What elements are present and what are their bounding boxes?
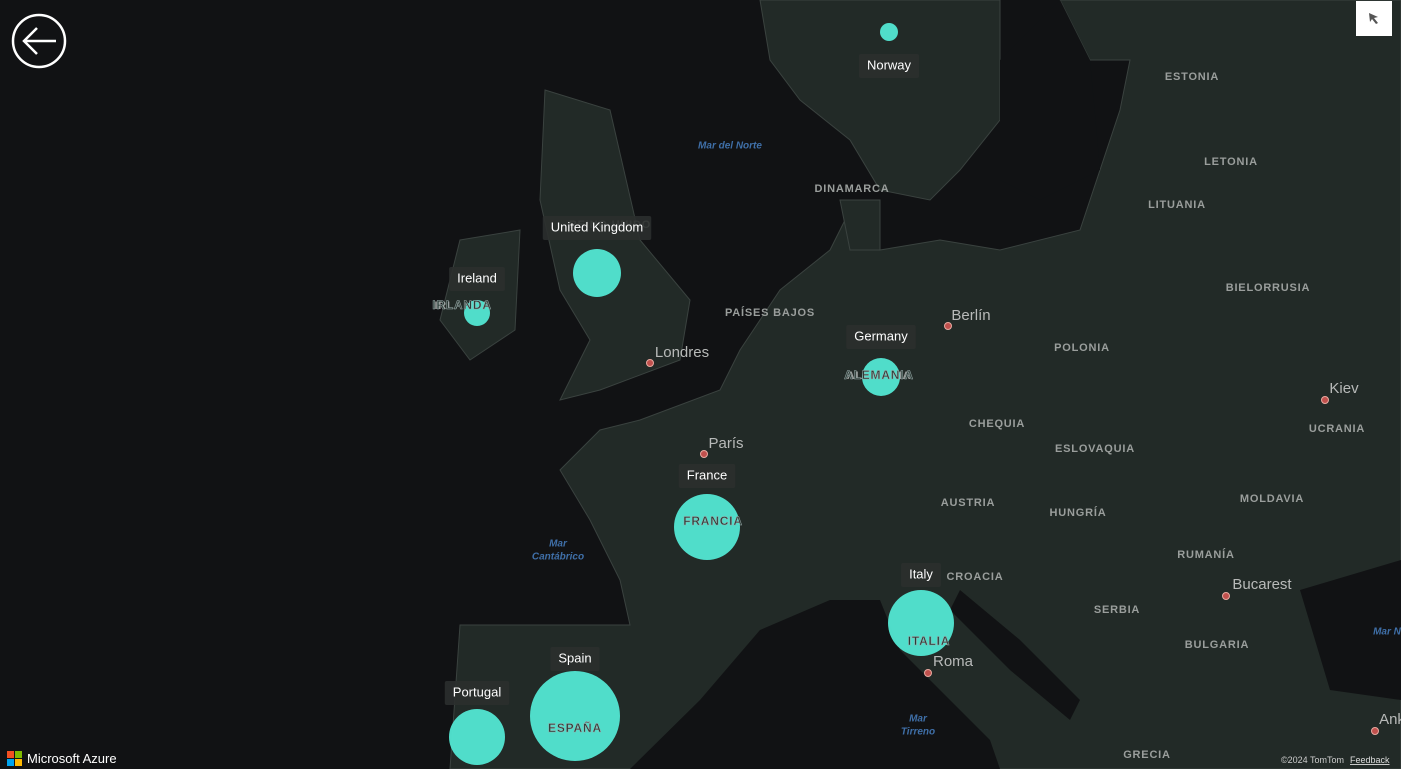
bubble-label-box (678, 464, 736, 488)
country-label: HUNGRÍA (1050, 506, 1107, 519)
city-dot (700, 450, 708, 458)
feedback[interactable]: Feedback (1350, 755, 1390, 765)
country-label: LITUANIA (1148, 199, 1206, 211)
country-label: SERBIA (1094, 604, 1140, 616)
city-label: París (708, 435, 743, 452)
bubble[interactable] (888, 590, 954, 656)
sea-label: Mar N (1373, 627, 1401, 638)
sea-label: Cantábrico (532, 552, 584, 563)
bubble-label-box (901, 563, 941, 587)
bubble[interactable] (880, 23, 898, 41)
bubble-label: Germany (854, 328, 908, 343)
bubble-label-box (550, 647, 600, 671)
sea-label: Mar (549, 539, 568, 550)
bubble-label-box (542, 216, 652, 240)
back-arrow[interactable] (22, 27, 56, 55)
azure-logo (7, 751, 22, 766)
select-button[interactable] (1356, 1, 1392, 36)
country-label: PAÍSES BAJOS (725, 306, 815, 319)
copyright: ©2024 TomTom (1281, 755, 1344, 765)
bubble-label-box (449, 267, 505, 291)
bubble-label-box (858, 54, 920, 78)
inner-seas (630, 0, 1401, 769)
city-label: Ank (1379, 711, 1401, 728)
bubble[interactable] (674, 494, 740, 560)
country-label: DINAMARCA (814, 183, 889, 195)
country-label: LETONIA (1204, 156, 1258, 168)
country-label: ESLOVAQUIA (1055, 443, 1135, 455)
city-dot (1222, 592, 1230, 600)
city-dot (1321, 396, 1329, 404)
bubble[interactable] (449, 709, 505, 765)
country-label-on-bubble: FRANCIA (683, 514, 743, 528)
city-label: Bucarest (1232, 576, 1292, 593)
city-dot (924, 669, 932, 677)
country-label: ESTONIA (1165, 71, 1219, 83)
sea-label: Mar del Norte (698, 141, 762, 152)
country-label-on-bubble: ITALIA (908, 634, 951, 648)
sea-label: Mar (909, 714, 928, 725)
city-label: Kiev (1329, 380, 1359, 397)
city-dot (646, 359, 654, 367)
country-label: POLONIA (1054, 342, 1110, 354)
bubble-label: United Kingdom (551, 219, 644, 234)
bubble-label: France (687, 467, 727, 482)
country-label: BULGARIA (1185, 639, 1249, 651)
land (439, 0, 1401, 769)
bubble-label: Ireland (457, 270, 497, 285)
country-label: BIELORRUSIA (1226, 282, 1311, 294)
country-label: MOLDAVIA (1240, 493, 1304, 505)
country-label: AUSTRIA (941, 497, 996, 509)
country-label: CROACIA (947, 571, 1004, 583)
bubble-label: Italy (909, 566, 933, 581)
bubble[interactable] (573, 249, 621, 297)
select-icon[interactable] (1369, 13, 1378, 24)
sea-label: Tirreno (901, 727, 935, 738)
bubble-label: Norway (867, 57, 912, 72)
bubble[interactable] (530, 671, 620, 761)
country-label: GRECIA (1123, 749, 1171, 761)
country-label-on-bubble: ALEMANIA (844, 368, 914, 382)
country-label-on-bubble: IRLANDA (432, 298, 492, 312)
city-label: Roma (933, 653, 974, 670)
city-label: Londres (655, 344, 709, 361)
country-label: UCRANIA (1309, 423, 1365, 435)
country-label: CHEQUIA (969, 418, 1025, 430)
city-dot (1371, 727, 1379, 735)
bubble-label-box (444, 681, 510, 705)
city-label: Berlín (951, 307, 990, 324)
bubble-label: Portugal (453, 684, 502, 699)
bubble-label: Spain (558, 650, 591, 665)
brand: Microsoft Azure (27, 751, 117, 766)
back-button[interactable] (11, 13, 67, 69)
bubble[interactable] (862, 358, 900, 396)
back-circle[interactable] (11, 13, 67, 69)
city-dot (944, 322, 952, 330)
country-label-on-bubble: ESPAÑA (548, 720, 602, 735)
bubble-label-box (846, 325, 916, 349)
country-label: RUMANÍA (1177, 548, 1235, 561)
bubble[interactable] (464, 300, 490, 326)
